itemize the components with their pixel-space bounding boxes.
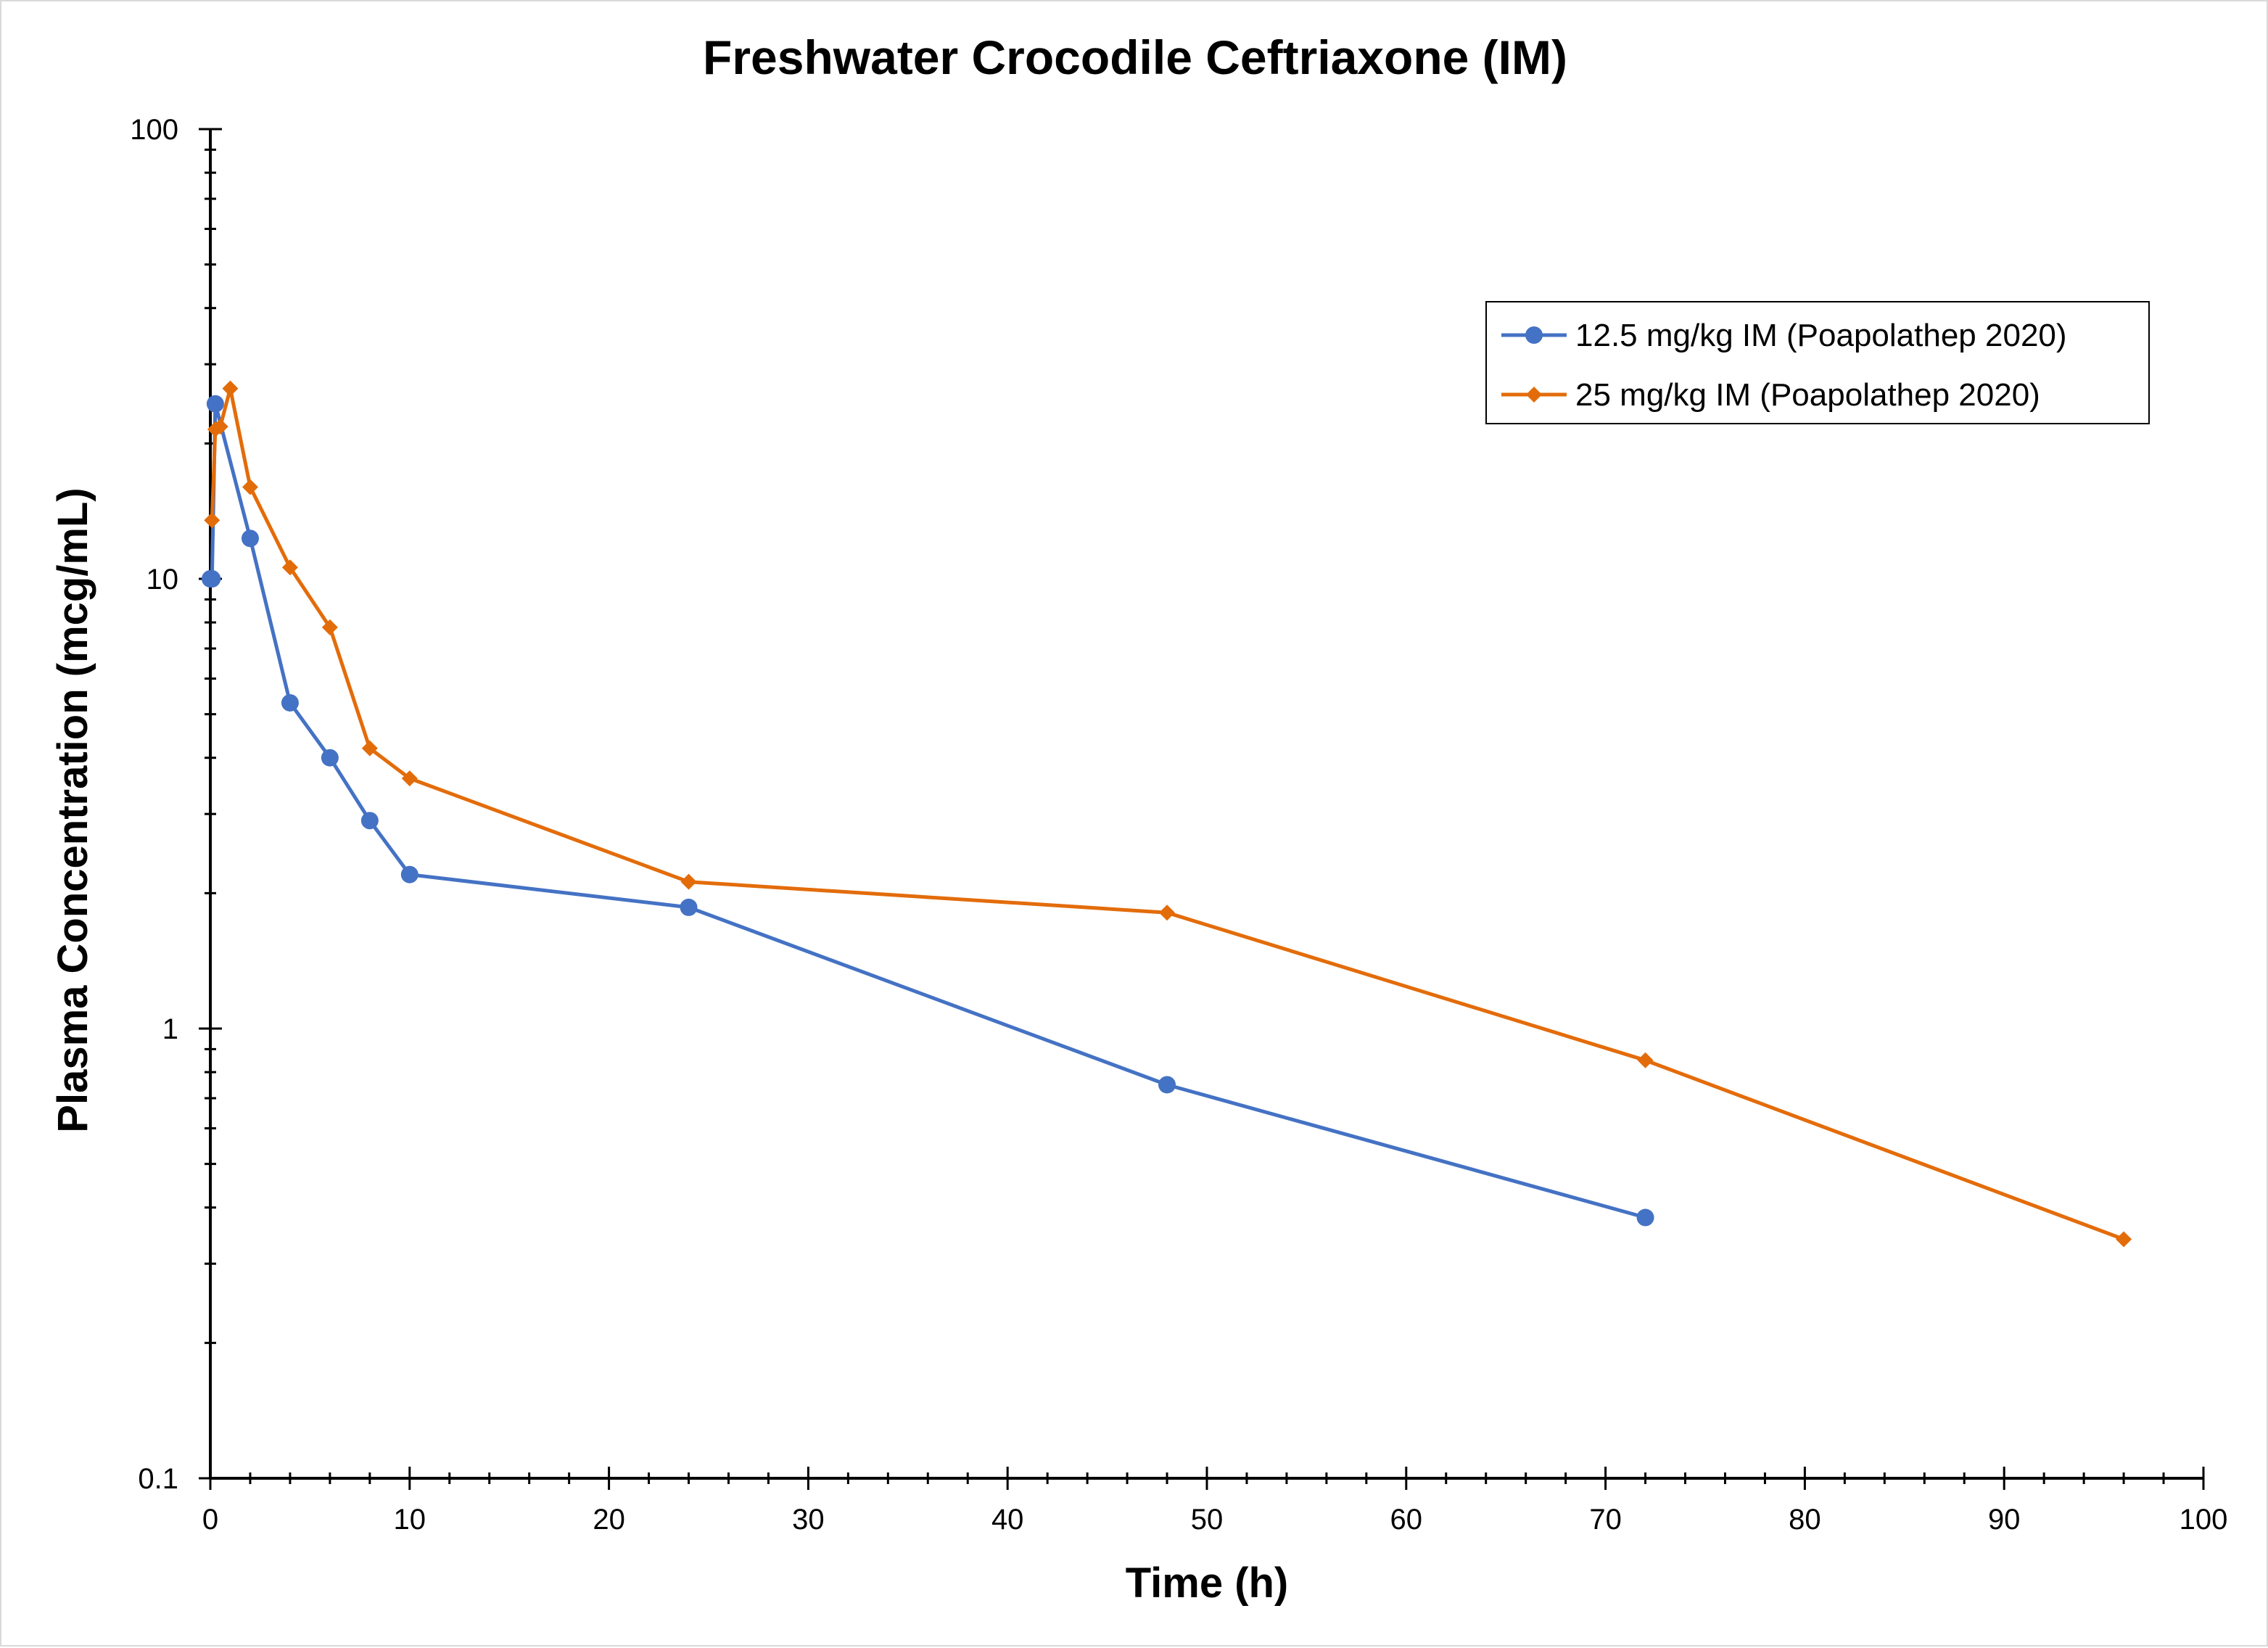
data-point	[680, 873, 697, 890]
data-point	[321, 619, 338, 635]
data-point	[204, 512, 220, 529]
data-point	[321, 749, 339, 767]
data-point	[222, 380, 239, 397]
x-tick-label: 30	[792, 1504, 825, 1536]
x-tick-label: 80	[1789, 1504, 1821, 1536]
data-point	[242, 479, 258, 495]
data-point	[212, 419, 228, 435]
x-tick-label: 10	[394, 1504, 426, 1536]
legend-box	[1485, 301, 2150, 424]
series-line	[210, 402, 1646, 1219]
data-point	[241, 530, 259, 548]
axes: 0.1 1 10 100 0 10 20 30 40 50 60 70 80 90 100	[130, 114, 2227, 1536]
y-axis-title: Plasma Concentration (mcg/mL)	[49, 487, 96, 1132]
legend-label: 12.5 mg/kg IM (Poapolathep 2020)	[1575, 318, 2067, 353]
legend-item-1: 12.5 mg/kg IM (Poapolathep 2020)	[1501, 318, 2067, 353]
x-tick-label: 50	[1191, 1504, 1224, 1536]
data-point	[281, 559, 298, 576]
data-point	[281, 693, 299, 712]
x-tick-label: 70	[1589, 1504, 1622, 1536]
plot-area	[202, 380, 2132, 1248]
series-line	[210, 387, 2124, 1241]
x-tick-label: 0	[202, 1504, 218, 1536]
x-tick-label: 100	[2180, 1504, 2228, 1536]
data-point	[2116, 1231, 2132, 1248]
data-point	[1158, 1076, 1176, 1094]
legend-label: 25 mg/kg IM (Poapolathep 2020)	[1575, 377, 2040, 413]
series-1	[202, 395, 1654, 1227]
data-point	[1637, 1052, 1654, 1068]
data-point	[360, 812, 379, 830]
data-point	[1636, 1208, 1654, 1227]
y-tick-label: 10	[147, 564, 179, 596]
legend-items: 12.5 mg/kg IM (Poapolathep 2020) 25 mg/kg…	[1501, 318, 2067, 413]
x-tick-label: 90	[1988, 1504, 2021, 1536]
data-point	[203, 570, 221, 588]
x-tick-label: 40	[991, 1504, 1024, 1536]
y-tick-label: 100	[130, 114, 178, 146]
data-point	[1525, 326, 1543, 344]
data-point	[401, 770, 418, 787]
legend: 12.5 mg/kg IM (Poapolathep 2020) 25 mg/kg…	[1485, 301, 2150, 424]
chart-title: Freshwater Crocodile Ceftriaxone (IM)	[703, 30, 1567, 84]
data-point	[680, 898, 698, 916]
data-point	[206, 395, 224, 413]
x-axis-title: Time (h)	[1126, 1560, 1289, 1607]
data-point	[1159, 905, 1176, 921]
legend-item-2: 25 mg/kg IM (Poapolathep 2020)	[1501, 377, 2040, 413]
x-tick-label: 60	[1390, 1504, 1423, 1536]
y-tick-label: 1	[162, 1013, 178, 1045]
data-point	[1526, 387, 1542, 403]
y-tick-label: 0.1	[138, 1463, 178, 1495]
data-point	[400, 865, 418, 883]
series-2	[204, 380, 2132, 1248]
data-point	[361, 740, 378, 757]
x-tick-label: 20	[593, 1504, 625, 1536]
